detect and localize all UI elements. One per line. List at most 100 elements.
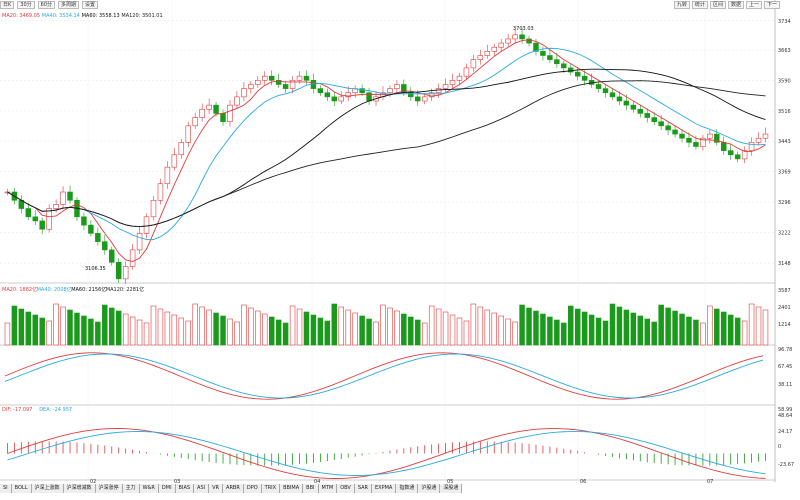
volume-bar xyxy=(470,303,477,346)
volume-bar xyxy=(4,322,11,346)
volume-bar xyxy=(665,307,671,346)
candle xyxy=(734,154,741,160)
right-button-3[interactable]: 数据 xyxy=(727,1,744,9)
main-legend-0: MA20: 3469.05 xyxy=(2,13,40,19)
volume-bar xyxy=(554,319,560,346)
candle xyxy=(714,133,720,143)
right-button-0[interactable]: 九转 xyxy=(673,1,690,9)
vol-y-tick: 3587 xyxy=(778,288,791,294)
volume-bar xyxy=(672,310,678,346)
volume-bar xyxy=(115,310,122,346)
right-button-5[interactable]: 下一 xyxy=(763,1,780,9)
volume-bar xyxy=(616,306,623,346)
ma-line-2 xyxy=(7,68,766,227)
indicator-tab-17[interactable]: OBV xyxy=(337,484,355,493)
volume-bar xyxy=(637,315,644,346)
volume-bar xyxy=(352,312,358,346)
indicator-tab-18[interactable]: SAR xyxy=(354,484,373,493)
y-tick-label: 3663 xyxy=(778,48,791,54)
volume-bar xyxy=(303,311,310,346)
candle xyxy=(574,71,581,77)
indicator-tab-16[interactable]: MTM xyxy=(318,484,338,493)
candle xyxy=(262,75,268,81)
volume-bar xyxy=(268,316,275,346)
indicator-tab-6[interactable]: W&R xyxy=(139,484,159,493)
volume-bar xyxy=(171,314,178,346)
candle xyxy=(88,224,94,234)
indicator-tab-5[interactable]: 主力 xyxy=(122,484,140,493)
right-button-2[interactable]: 区间 xyxy=(709,1,726,9)
candle xyxy=(268,75,275,81)
volume-bar xyxy=(262,313,268,346)
candle xyxy=(442,84,449,89)
volume-bar xyxy=(234,321,240,346)
volume-bar xyxy=(157,308,164,346)
volume-bar xyxy=(714,308,720,346)
y-tick-label: 3590 xyxy=(778,78,791,84)
toolbar-button-4[interactable]: 设置 xyxy=(82,0,99,9)
indicator-tab-14[interactable]: BBIMA xyxy=(280,484,304,493)
indicator-tab-4[interactable]: 沪深涨停 xyxy=(95,484,123,493)
indicator-tab-8[interactable]: BIAS xyxy=(175,484,195,493)
toolbar-button-3[interactable]: 多周期 xyxy=(58,0,80,9)
high-annotation: 3703.03 xyxy=(513,26,534,32)
volume-bar xyxy=(568,305,574,346)
volume-bar xyxy=(32,314,38,346)
candle xyxy=(338,96,344,102)
indicator-tab-21[interactable]: 沪股通 xyxy=(418,484,441,493)
volume-bar xyxy=(623,309,630,346)
right-button-4[interactable]: 上一 xyxy=(745,1,762,9)
volume-bar xyxy=(74,312,80,346)
volume-bar xyxy=(741,320,748,346)
top-toolbar: 日K 30分 60分 多周期 设置 xyxy=(0,0,99,9)
toolbar-button-0[interactable]: 日K xyxy=(0,0,15,9)
indicator-tab-13[interactable]: TRIX xyxy=(261,484,281,493)
indicator-tab-0[interactable]: SI xyxy=(0,484,12,493)
toolbar-button-1[interactable]: 30分 xyxy=(17,0,35,9)
indicator-tab-19[interactable]: EXPMA xyxy=(372,484,397,493)
right-button-1[interactable]: 统计 xyxy=(691,1,708,9)
toolbar-button-2[interactable]: 60分 xyxy=(37,0,56,9)
indicator-tabs: SI BOLL 沪深上涨数 沪深增减数 沪深涨停 主力 W&R DMI BIAS ASI VR ARB… xyxy=(0,484,463,493)
indicator-tab-3[interactable]: 沪深增减数 xyxy=(63,484,96,493)
volume-bar xyxy=(275,319,282,346)
candle xyxy=(408,92,414,98)
indicator-tab-11[interactable]: ARBR xyxy=(223,484,244,493)
indicator-tab-12[interactable]: DPO xyxy=(243,484,262,493)
indicator-tab-20[interactable]: 指数通 xyxy=(396,484,419,493)
candle xyxy=(67,191,73,201)
candle xyxy=(456,75,463,81)
candle xyxy=(213,104,219,114)
candle xyxy=(428,92,435,98)
volume-bar xyxy=(581,311,588,346)
indicator-tab-1[interactable]: BOLL xyxy=(11,484,32,493)
y-tick-label: 3222 xyxy=(778,231,791,237)
volume-bar xyxy=(18,308,25,346)
volume-bar xyxy=(734,317,741,346)
main-legend-2: MA60: 3558.13 xyxy=(82,13,120,19)
volume-bar xyxy=(463,320,470,346)
candle xyxy=(178,142,185,156)
volume-bar xyxy=(721,311,727,346)
volume-bar xyxy=(491,312,497,346)
indicator-tab-22[interactable]: 深股通 xyxy=(440,484,463,493)
candle xyxy=(630,104,637,110)
macd-legend-0: DIF: -17.097 xyxy=(2,407,32,413)
indicator-tab-2[interactable]: 沪深上涨数 xyxy=(31,484,64,493)
indicator-tab-9[interactable]: ASI xyxy=(194,484,210,493)
candle xyxy=(561,63,567,69)
volume-bar xyxy=(588,314,595,346)
indicator-tab-10[interactable]: VR xyxy=(209,484,224,493)
candle xyxy=(421,96,428,102)
volume-bar xyxy=(644,318,650,346)
candle xyxy=(748,142,755,151)
candle xyxy=(595,84,602,89)
volume-bar xyxy=(150,305,157,346)
indicator-tab-15[interactable]: BBI xyxy=(303,484,319,493)
candle xyxy=(727,150,734,156)
macd-y-tick: 48.64 xyxy=(778,413,792,419)
kdj-y-tick: 67.45 xyxy=(778,364,792,370)
candle xyxy=(282,84,289,89)
indicator-tab-7[interactable]: DMI xyxy=(158,484,176,493)
